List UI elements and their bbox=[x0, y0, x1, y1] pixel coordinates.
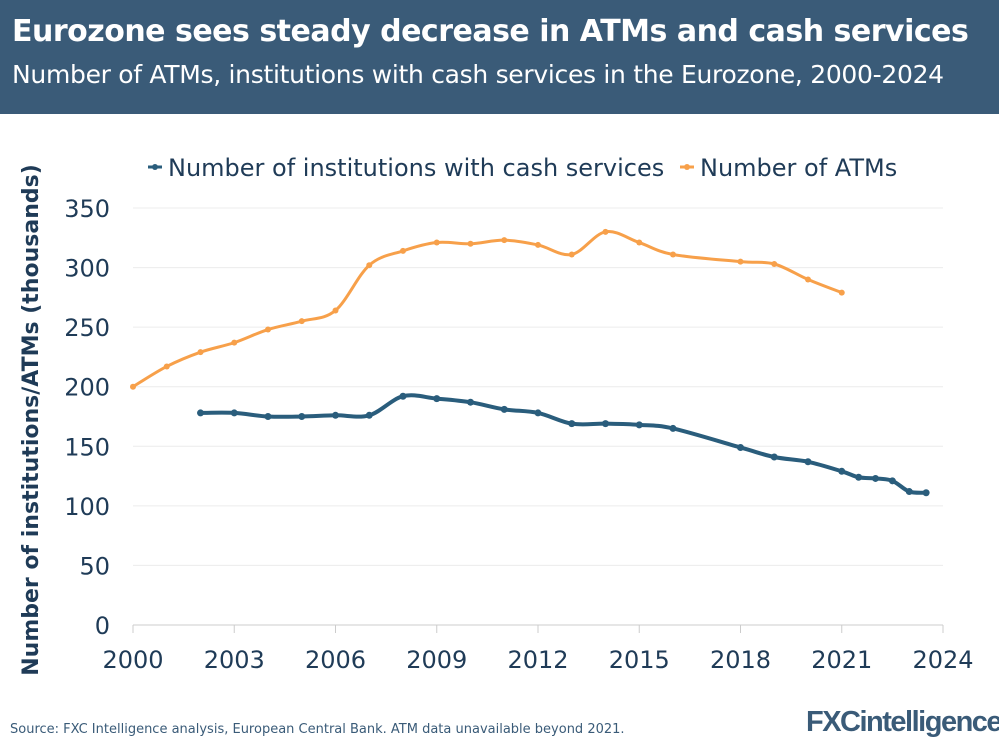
data-point bbox=[838, 289, 845, 296]
data-point bbox=[771, 260, 778, 267]
data-point bbox=[669, 424, 677, 432]
x-tick-label: 2000 bbox=[102, 646, 163, 674]
data-point bbox=[230, 409, 238, 417]
data-point bbox=[737, 443, 744, 451]
series-line bbox=[132, 230, 843, 389]
data-point bbox=[922, 489, 930, 497]
chart-subtitle: Number of ATMs, institutions with cash s… bbox=[12, 60, 944, 89]
data-point bbox=[298, 318, 305, 325]
data-point bbox=[197, 349, 204, 356]
legend-label: Number of institutions with cash service… bbox=[168, 154, 664, 182]
data-point bbox=[130, 383, 136, 390]
y-axis-label: Number of institutions/ATMs (thousands) bbox=[19, 164, 44, 676]
y-tick-label: 100 bbox=[64, 493, 110, 521]
data-point bbox=[872, 474, 879, 482]
x-tick-label: 2021 bbox=[811, 646, 872, 674]
data-point bbox=[888, 477, 896, 485]
data-point bbox=[635, 421, 643, 429]
data-point bbox=[838, 467, 846, 475]
data-point bbox=[197, 409, 204, 417]
x-tick-label: 2003 bbox=[204, 646, 265, 674]
x-tick-label: 2015 bbox=[609, 646, 670, 674]
data-point bbox=[535, 241, 541, 248]
data-point bbox=[805, 276, 811, 283]
data-point bbox=[332, 411, 339, 419]
y-tick-label: 250 bbox=[64, 314, 110, 342]
x-tick-label: 2006 bbox=[305, 646, 366, 674]
data-point bbox=[332, 307, 339, 314]
data-point bbox=[500, 405, 508, 413]
data-point bbox=[804, 458, 812, 466]
data-point bbox=[467, 398, 474, 406]
header-banner: Eurozone sees steady decrease in ATMs an… bbox=[0, 0, 999, 114]
y-tick-label: 0 bbox=[95, 612, 110, 640]
data-point bbox=[265, 326, 271, 333]
data-point bbox=[264, 413, 272, 420]
data-point bbox=[602, 420, 609, 428]
data-point bbox=[433, 395, 441, 403]
legend-marker-dot bbox=[152, 164, 158, 170]
data-point bbox=[855, 473, 863, 481]
chart-title: Eurozone sees steady decrease in ATMs an… bbox=[12, 14, 969, 49]
y-tick-label: 150 bbox=[64, 433, 110, 461]
x-tick-label: 2018 bbox=[710, 646, 771, 674]
data-point bbox=[670, 251, 676, 258]
fxc-intelligence-logo: FXCintelligence bbox=[806, 706, 999, 738]
data-point bbox=[568, 420, 576, 428]
data-point bbox=[737, 258, 744, 265]
y-tick-label: 200 bbox=[64, 374, 110, 402]
data-point bbox=[568, 251, 575, 258]
x-tick-label: 2012 bbox=[507, 646, 568, 674]
data-point bbox=[399, 392, 407, 400]
data-point bbox=[770, 453, 778, 461]
data-point bbox=[163, 363, 170, 370]
data-point bbox=[534, 409, 542, 417]
y-tick-label: 300 bbox=[64, 255, 110, 283]
series-line bbox=[200, 393, 927, 495]
data-point bbox=[905, 488, 913, 496]
legend-label: Number of ATMs bbox=[700, 154, 897, 182]
legend-marker-dot bbox=[684, 164, 690, 170]
data-point bbox=[636, 239, 643, 246]
source-note: Source: FXC Intelligence analysis, Europ… bbox=[10, 722, 625, 737]
data-point bbox=[433, 239, 440, 246]
y-tick-label: 50 bbox=[79, 552, 110, 580]
data-point bbox=[501, 237, 508, 244]
data-point bbox=[231, 339, 238, 346]
data-point bbox=[400, 247, 406, 254]
data-point bbox=[366, 262, 373, 269]
data-point bbox=[602, 228, 609, 235]
data-point bbox=[467, 240, 474, 247]
y-tick-label: 350 bbox=[64, 195, 110, 223]
data-point bbox=[298, 413, 306, 420]
x-tick-label: 2024 bbox=[912, 646, 973, 674]
data-point bbox=[365, 411, 373, 419]
x-tick-label: 2009 bbox=[406, 646, 467, 674]
